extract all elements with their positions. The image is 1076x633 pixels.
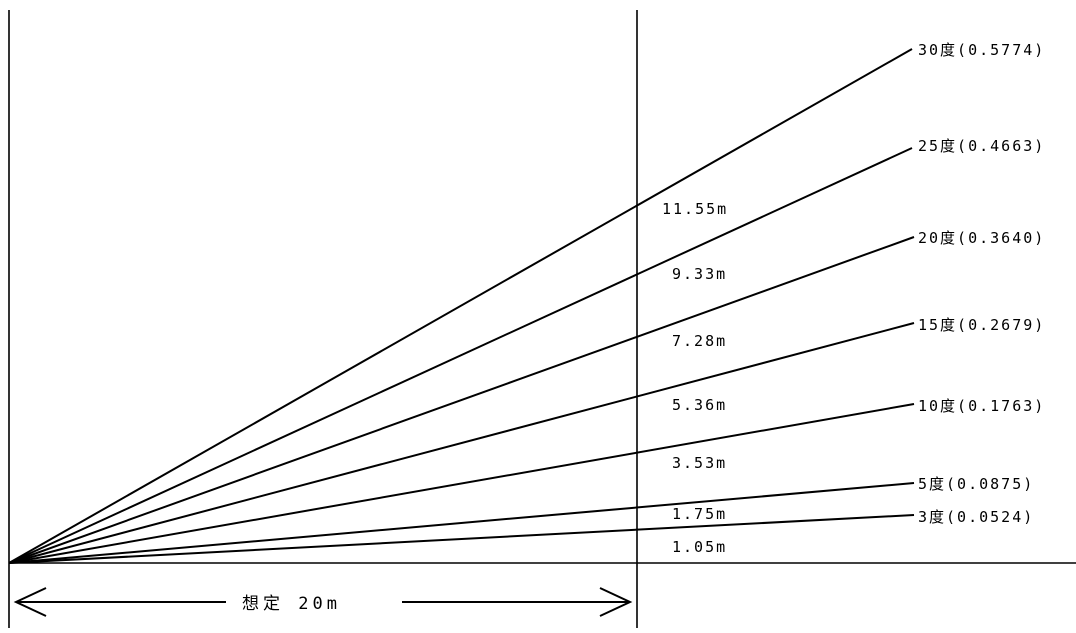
slope-label-25: 25度(0.4663) bbox=[918, 137, 1045, 155]
slope-line-25 bbox=[8, 147, 913, 564]
slope-line-3 bbox=[8, 514, 915, 564]
slope-label-5: 5度(0.0875) bbox=[918, 475, 1034, 493]
slope-line-20 bbox=[8, 236, 915, 564]
slope-line-5 bbox=[8, 482, 915, 564]
height-label-30: 11.55m bbox=[662, 200, 728, 218]
height-label-3: 1.05m bbox=[672, 538, 727, 556]
slope-line-10 bbox=[8, 403, 915, 564]
height-label-5: 1.75m bbox=[672, 505, 727, 523]
slope-label-20: 20度(0.3640) bbox=[918, 229, 1045, 247]
height-label-15: 5.36m bbox=[672, 396, 727, 414]
slope-label-15: 15度(0.2679) bbox=[918, 316, 1045, 334]
slope-line-30 bbox=[8, 48, 913, 564]
slope-label-10: 10度(0.1763) bbox=[918, 397, 1045, 415]
height-label-25: 9.33m bbox=[672, 265, 727, 283]
slope-label-3: 3度(0.0524) bbox=[918, 508, 1034, 526]
slope-label-30: 30度(0.5774) bbox=[918, 41, 1045, 59]
left-arrowhead-icon bbox=[13, 587, 47, 617]
height-label-10: 3.53m bbox=[672, 454, 727, 472]
right-arrowhead-icon bbox=[599, 587, 633, 617]
height-label-20: 7.28m bbox=[672, 332, 727, 350]
slope-line-15 bbox=[8, 322, 915, 564]
dimension-label: 想定 20m bbox=[242, 594, 341, 614]
